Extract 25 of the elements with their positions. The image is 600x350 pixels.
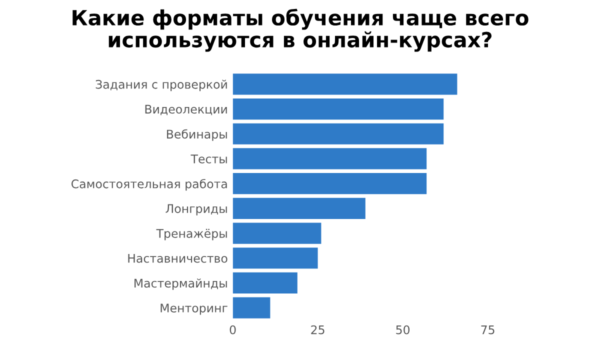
x-tick-label: 75 — [481, 325, 494, 334]
y-tick-label: Менторинг — [160, 304, 228, 315]
y-tick-label: Видеолекции — [145, 104, 227, 116]
y-tick-label: Тесты — [190, 154, 227, 164]
y-tick-label: Вебинары — [167, 129, 227, 141]
bar — [232, 148, 427, 170]
y-tick-label: Задания с проверкой — [96, 80, 227, 92]
x-tick-label: 0 — [230, 325, 236, 334]
bar — [232, 123, 444, 144]
x-tick-label: 25 — [311, 325, 324, 334]
chart-title: Какие форматы обучения чаще всего используются в онлайн-курсах? — [72, 8, 528, 52]
bar — [232, 98, 444, 120]
y-tick-label: Наставничество — [128, 254, 228, 263]
y-tick-label: Мастермайнды — [134, 278, 227, 290]
bar — [232, 74, 458, 95]
bar — [232, 297, 270, 318]
bar — [232, 272, 298, 294]
bar — [232, 173, 427, 194]
bar — [232, 248, 318, 269]
y-tick-label: Тренажёры — [156, 228, 227, 240]
bar — [232, 222, 322, 244]
y-tick-label: Лонгриды — [166, 204, 227, 216]
y-tick-label: Самостоятельная работа — [72, 178, 227, 191]
bar — [232, 198, 366, 219]
x-tick-label: 50 — [396, 325, 410, 334]
